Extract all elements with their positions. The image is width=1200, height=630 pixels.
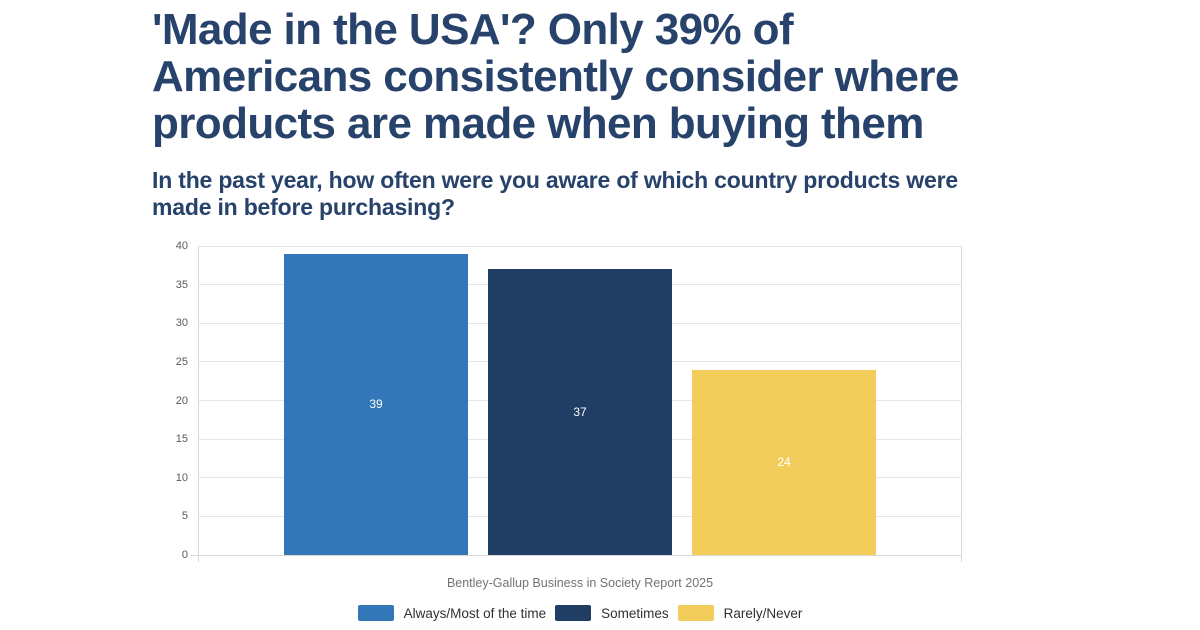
bar-value-label: 39 <box>369 397 383 412</box>
bar-value-label: 37 <box>573 405 587 420</box>
y-axis-tick-label: 0 <box>181 549 188 561</box>
bar-sometimes: 37 <box>488 269 672 555</box>
legend-label: Rarely/Never <box>723 605 803 621</box>
y-axis-tick-label: 5 <box>181 510 188 523</box>
legend-label: Always/Most of the time <box>403 605 547 621</box>
legend-swatch-icon <box>357 605 394 621</box>
y-axis-tick-label: 30 <box>175 317 188 330</box>
legend: Always/Most of the time Sometimes Rarely/N… <box>198 603 962 623</box>
y-axis-tick-label: 25 <box>175 355 188 368</box>
gridline <box>199 245 961 247</box>
legend-label: Sometimes <box>601 605 669 621</box>
bar-always-most-of-the-time: 39 <box>284 253 468 555</box>
legend-item: Sometimes <box>555 605 669 621</box>
page-title: 'Made in the USA'? Only 39% of Americans… <box>152 6 959 147</box>
page-title-line: 'Made in the USA'? Only 39% of <box>152 5 794 54</box>
legend-item: Rarely/Never <box>677 605 803 621</box>
page-title-line: products are made when buying them <box>152 99 924 148</box>
legend-swatch-icon <box>555 605 592 621</box>
y-axis-tick-label: 15 <box>175 433 188 446</box>
y-axis-tick-label: 35 <box>175 278 188 291</box>
source-caption: Bentley-Gallup Business in Society Repor… <box>446 576 714 590</box>
y-axis-tick-label: 20 <box>175 394 188 407</box>
gridline <box>191 554 961 556</box>
y-axis-tick-label: 40 <box>175 240 188 252</box>
bar-chart-plot-area: 39 37 24 <box>191 245 962 562</box>
legend-swatch-icon <box>677 605 714 621</box>
page-title-line: Americans consistently consider where <box>152 52 959 101</box>
chart-question-line: In the past year, how often were you awa… <box>152 167 958 193</box>
chart-question-subtitle: In the past year, how often were you awa… <box>152 167 958 221</box>
legend-item: Always/Most of the time <box>357 605 547 621</box>
bar-rarely-never: 24 <box>692 369 876 555</box>
chart-question-line: made in before purchasing? <box>152 194 455 220</box>
bars-group: 39 37 24 <box>199 246 961 555</box>
y-axis-tick-label: 10 <box>175 471 188 484</box>
bar-value-label: 24 <box>777 455 791 470</box>
